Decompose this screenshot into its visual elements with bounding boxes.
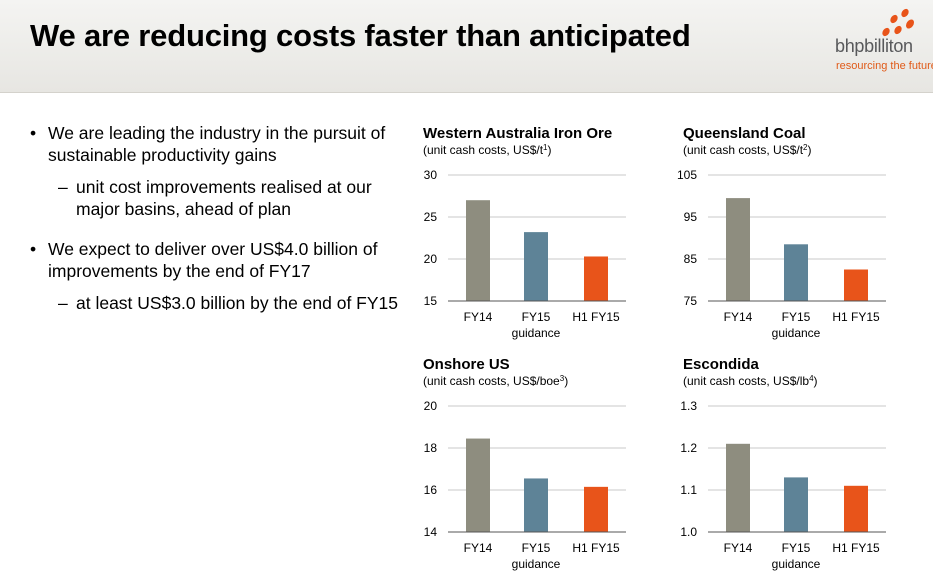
bhp-billiton-logo-icon: [882, 8, 914, 37]
x-tick-label: FY14: [464, 310, 493, 324]
x-tick-sublabel: guidance: [772, 557, 821, 571]
x-tick-sublabel: guidance: [512, 557, 561, 571]
y-tick-label: 1.2: [680, 441, 697, 455]
y-tick-label: 105: [677, 168, 697, 182]
dash-icon: –: [58, 177, 68, 197]
logo-mark-2: [894, 25, 902, 35]
bar-h1-fy15: [584, 486, 608, 532]
chart-subtitle: (unit cash costs, US$/boe3): [423, 374, 568, 388]
chart-title: Western Australia Iron Ore: [423, 125, 612, 142]
sub-bullet-text: at least US$3.0 billion by the end of FY…: [76, 293, 399, 313]
chart-subtitle: (unit cash costs, US$/t2): [683, 143, 812, 157]
y-tick-label: 20: [424, 399, 438, 413]
logo-tagline: resourcing the future: [836, 60, 933, 72]
bar-fy15: [784, 477, 808, 532]
bar-fy15: [524, 232, 548, 301]
y-tick-label: 14: [424, 525, 438, 539]
y-tick-label: 75: [684, 294, 698, 308]
bar-fy14: [466, 200, 490, 301]
bar-fy14: [466, 438, 490, 532]
x-tick-sublabel: guidance: [512, 326, 561, 340]
bullet-text: We expect to deliver over US$4.0 billion…: [48, 239, 378, 281]
sub-bullet-item: – at least US$3.0 billion by the end of …: [30, 292, 410, 314]
x-tick-sublabel: guidance: [772, 326, 821, 340]
y-tick-label: 15: [424, 294, 438, 308]
x-tick-label: FY14: [724, 310, 753, 324]
bullet-text: We are leading the industry in the pursu…: [48, 123, 386, 165]
x-tick-label: H1 FY15: [832, 541, 880, 555]
logo-mark-4: [890, 14, 898, 24]
x-tick-label: FY15: [782, 541, 811, 555]
y-tick-label: 30: [424, 168, 438, 182]
y-tick-label: 95: [684, 210, 698, 224]
logo-mark-3: [906, 19, 914, 29]
y-tick-label: 1.3: [680, 399, 697, 413]
y-tick-label: 25: [424, 210, 438, 224]
x-tick-label: FY15: [782, 310, 811, 324]
x-tick-label: H1 FY15: [572, 310, 620, 324]
chart-title: Onshore US: [423, 356, 510, 373]
bullet-item: • We expect to deliver over US$4.0 billi…: [30, 238, 410, 282]
y-tick-label: 1.0: [680, 525, 697, 539]
chart-title: Escondida: [683, 356, 760, 373]
bullet-item: • We are leading the industry in the pur…: [30, 122, 410, 166]
x-tick-label: H1 FY15: [832, 310, 880, 324]
bar-fy14: [726, 198, 750, 301]
logo-mark-5: [901, 8, 909, 18]
bullet-dot-icon: •: [30, 239, 37, 259]
y-tick-label: 85: [684, 252, 698, 266]
logo-mark-1: [882, 27, 890, 37]
page-title: We are reducing costs faster than antici…: [30, 18, 691, 53]
x-tick-label: FY15: [522, 541, 551, 555]
logo-wordmark: bhpbilliton: [835, 36, 913, 56]
y-tick-label: 18: [424, 441, 438, 455]
bar-h1-fy15: [844, 485, 868, 532]
chart-subtitle: (unit cash costs, US$/t1): [423, 143, 552, 157]
chart-title: Queensland Coal: [683, 125, 806, 142]
y-tick-label: 16: [424, 483, 438, 497]
chart-subtitle: (unit cash costs, US$/lb4): [683, 374, 818, 388]
bar-fy15: [524, 478, 548, 532]
dash-icon: –: [58, 293, 68, 313]
x-tick-label: FY15: [522, 310, 551, 324]
y-tick-label: 20: [424, 252, 438, 266]
x-tick-label: H1 FY15: [572, 541, 620, 555]
bar-h1-fy15: [584, 256, 608, 301]
bar-h1-fy15: [844, 269, 868, 301]
bullet-list: • We are leading the industry in the pur…: [30, 122, 410, 314]
y-tick-label: 1.1: [680, 483, 697, 497]
bullet-dot-icon: •: [30, 123, 37, 143]
x-tick-label: FY14: [464, 541, 493, 555]
bar-fy15: [784, 244, 808, 301]
bar-fy14: [726, 443, 750, 532]
slide-header: We are reducing costs faster than antici…: [0, 0, 933, 93]
sub-bullet-text: unit cost improvements realised at our m…: [76, 177, 372, 219]
sub-bullet-item: – unit cost improvements realised at our…: [30, 176, 410, 220]
x-tick-label: FY14: [724, 541, 753, 555]
